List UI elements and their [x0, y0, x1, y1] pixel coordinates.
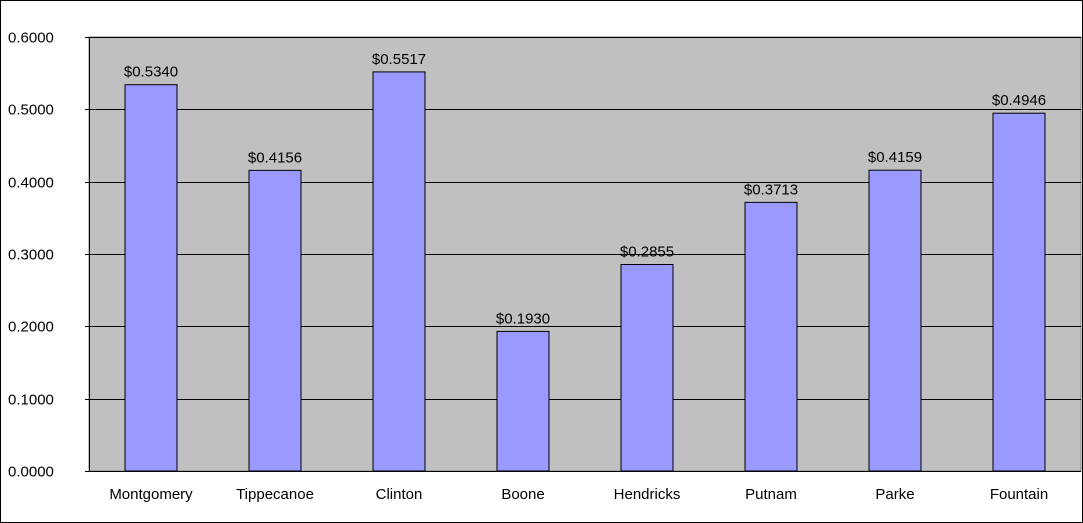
bar-putnam: [744, 201, 798, 472]
bar-hendricks: [620, 264, 674, 472]
x-tick-label-tippecanoe: Tippecanoe: [236, 486, 314, 503]
y-axis-ticks: 0.0000 0.1000 0.2000 0.3000 0.4000 0.5000 0.60…: [8, 30, 1081, 481]
y-tick-label: 0.3000: [8, 247, 54, 264]
data-label-tippecanoe: $0.4156: [248, 149, 302, 166]
bar-clinton: [372, 71, 426, 472]
bar-tippecanoe: [248, 169, 302, 472]
bar-montgomery: [124, 84, 178, 472]
y-tick-label: 0.5000: [8, 102, 54, 119]
y-tick-label: 0.2000: [8, 319, 54, 336]
data-labels: $0.5340 $0.4156 $0.5517 $0.1930 $0.2855 $0.37…: [124, 51, 1046, 327]
data-label-hendricks: $0.2855: [620, 244, 674, 261]
x-tick-label-hendricks: Hendricks: [614, 486, 681, 503]
y-tick-label: 0.1000: [8, 392, 54, 409]
bar-fountain: [992, 112, 1046, 472]
data-label-montgomery: $0.5340: [124, 64, 178, 81]
data-label-parke: $0.4159: [868, 149, 922, 166]
x-tick-label-fountain: Fountain: [990, 486, 1048, 503]
data-label-clinton: $0.5517: [372, 51, 426, 68]
x-axis-ticks: Montgomery Tippecanoe Clinton Boone Hendrick…: [109, 486, 1048, 503]
data-label-putnam: $0.3713: [744, 181, 798, 198]
data-label-boone: $0.1930: [496, 310, 550, 327]
bar-parke: [868, 169, 922, 472]
x-tick-label-montgomery: Montgomery: [109, 486, 193, 503]
x-tick-label-putnam: Putnam: [745, 486, 797, 503]
x-tick-label-parke: Parke: [875, 486, 914, 503]
data-label-fountain: $0.4946: [992, 92, 1046, 109]
bar-boone: [496, 330, 550, 472]
y-tick-label: 0.4000: [8, 175, 54, 192]
x-tick-label-clinton: Clinton: [376, 486, 423, 503]
y-tick-label: 0.0000: [8, 464, 54, 481]
y-tick-label: 0.6000: [8, 30, 54, 47]
bars: [124, 71, 1046, 472]
x-tick-label-boone: Boone: [501, 486, 544, 503]
